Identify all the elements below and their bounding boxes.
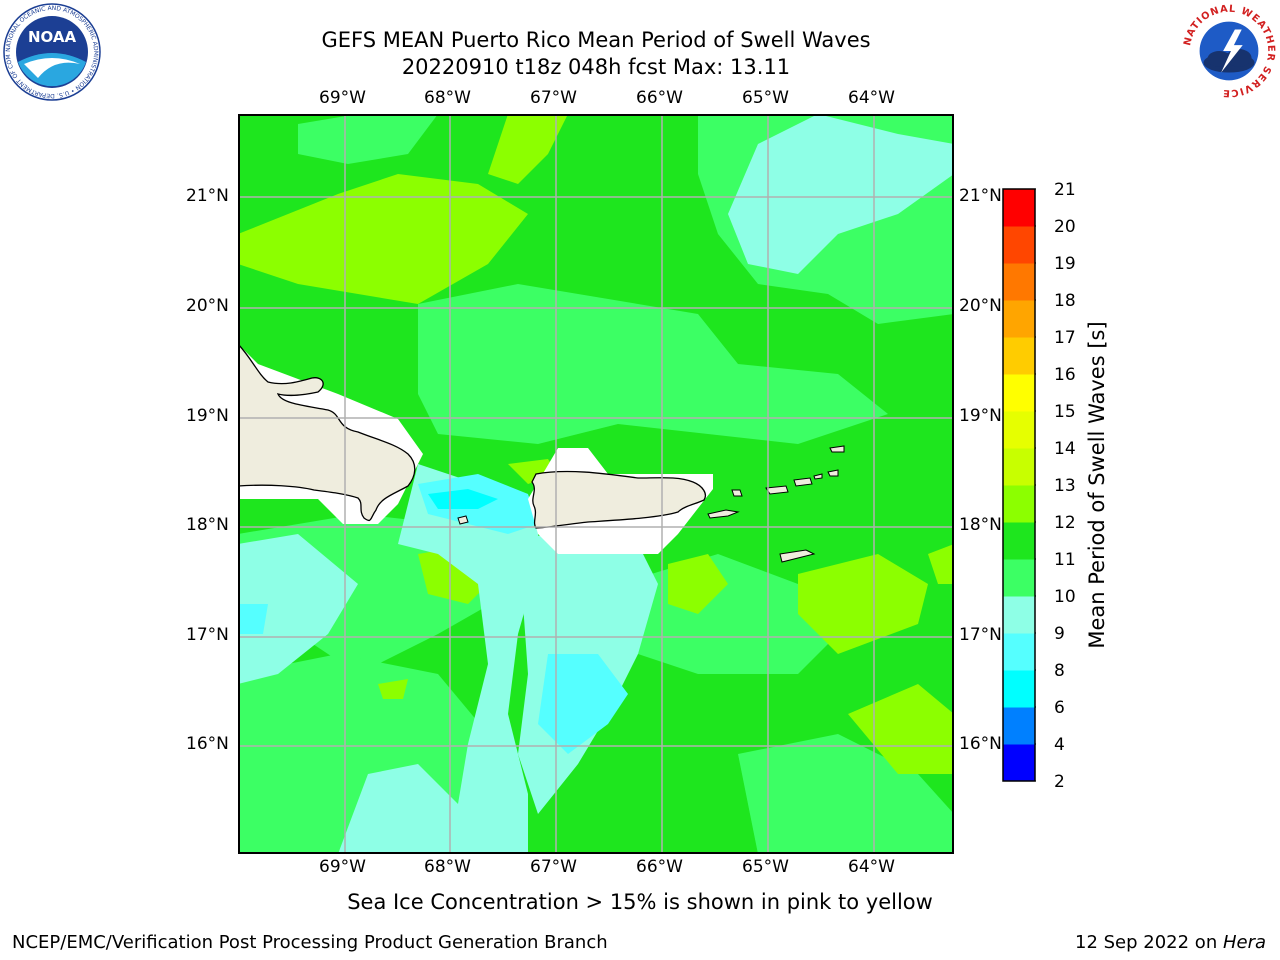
- land-mona-island: [457, 515, 469, 525]
- colorbar-segment: [1003, 670, 1035, 708]
- colorbar-segment: [1003, 411, 1035, 449]
- lon-label-top-64w: 64°W: [848, 88, 895, 108]
- colorbar: [1002, 188, 1036, 782]
- lon-label-bottom-64w: 64°W: [848, 857, 895, 877]
- lat-label-left-20n: 20°N: [186, 296, 229, 316]
- lon-label-bottom-69w: 69°W: [319, 857, 366, 877]
- lon-label-top-65w: 65°W: [742, 88, 789, 108]
- colorbar-tick: 2: [1054, 772, 1065, 792]
- lon-label-top-66w: 66°W: [636, 88, 683, 108]
- footer-date-text: 12 Sep 2022 on: [1075, 932, 1223, 953]
- contour-12-small: [378, 679, 408, 699]
- colorbar-tick: 4: [1054, 735, 1065, 755]
- land-vieques: [707, 509, 740, 519]
- lon-label-bottom-65w: 65°W: [742, 857, 789, 877]
- swell-period-map: [238, 114, 954, 854]
- colorbar-tick: 14: [1054, 439, 1076, 459]
- land-st-croix: [779, 549, 816, 563]
- colorbar-segment: [1003, 226, 1035, 264]
- lon-label-bottom-67w: 67°W: [530, 857, 577, 877]
- lat-label-right-18n: 18°N: [959, 515, 1002, 535]
- chart-subtitle: 20220910 t18z 048h fcst Max: 13.11: [401, 55, 791, 79]
- lat-label-left-16n: 16°N: [186, 734, 229, 754]
- colorbar-tick: 18: [1054, 291, 1076, 311]
- colorbar-segment: [1003, 263, 1035, 301]
- lon-label-top-69w: 69°W: [319, 88, 366, 108]
- colorbar-tick: 13: [1054, 476, 1076, 496]
- lon-label-bottom-66w: 66°W: [636, 857, 683, 877]
- colorbar-tick: 17: [1054, 328, 1076, 348]
- colorbar-segment: [1003, 337, 1035, 375]
- colorbar-segment: [1003, 300, 1035, 338]
- contour-8-west: [238, 604, 268, 634]
- footer-date: 12 Sep 2022 on Hera: [1075, 932, 1266, 953]
- lat-label-right-19n: 19°N: [959, 406, 1002, 426]
- graticule: [238, 114, 954, 854]
- colorbar-segment: [1003, 374, 1035, 412]
- colorbar-label: Mean Period of Swell Waves [s]: [1085, 321, 1109, 649]
- colorbar-segment: [1003, 744, 1035, 782]
- lat-label-left-17n: 17°N: [186, 625, 229, 645]
- colorbar-tick: 10: [1054, 587, 1076, 607]
- land-virgin-islands: [765, 469, 839, 495]
- colorbar-tick: 12: [1054, 513, 1076, 533]
- colorbar-tick: 15: [1054, 402, 1076, 422]
- contour-12-north-tip: [488, 114, 568, 184]
- lat-label-left-19n: 19°N: [186, 406, 229, 426]
- land-culebra: [731, 489, 743, 497]
- colorbar-tick: 20: [1054, 217, 1076, 237]
- contour-10-central: [418, 284, 888, 444]
- svg-text:NOAA: NOAA: [28, 28, 77, 46]
- colorbar-segment: [1003, 596, 1035, 634]
- colorbar-segment: [1003, 559, 1035, 597]
- map-frame: [238, 114, 954, 854]
- sea-ice-caption: Sea Ice Concentration > 15% is shown in …: [347, 890, 933, 914]
- colorbar-segment: [1003, 485, 1035, 523]
- contour-12-se2: [798, 554, 928, 654]
- contour-fills: [238, 114, 954, 854]
- lon-label-bottom-68w: 68°W: [424, 857, 471, 877]
- colorbar-tick: 6: [1054, 698, 1065, 718]
- contour-12-north: [238, 174, 528, 304]
- lon-label-top-67w: 67°W: [530, 88, 577, 108]
- lon-label-top-68w: 68°W: [424, 88, 471, 108]
- footer-machine: Hera: [1222, 932, 1266, 953]
- colorbar-segment: [1003, 522, 1035, 560]
- contour-9-ne: [728, 114, 954, 274]
- colorbar-segment: [1003, 448, 1035, 486]
- footer-credit: NCEP/EMC/Verification Post Processing Pr…: [12, 932, 608, 953]
- contour-12-se1: [668, 554, 728, 614]
- noaa-logo: NATIONAL OCEANIC AND ATMOSPHERIC ADMINIS…: [2, 2, 101, 101]
- contour-10-north: [298, 114, 438, 164]
- contour-12-se-east: [928, 544, 954, 584]
- lat-label-right-20n: 20°N: [959, 296, 1002, 316]
- contour-9-channel: [338, 464, 538, 854]
- contour-9-west: [238, 534, 358, 684]
- colorbar-tick: 8: [1054, 661, 1065, 681]
- lat-label-right-16n: 16°N: [959, 734, 1002, 754]
- land-hispaniola: [238, 343, 416, 522]
- colorbar-tick: 11: [1054, 550, 1076, 570]
- chart-title: GEFS MEAN Puerto Rico Mean Period of Swe…: [321, 28, 871, 52]
- lat-label-left-18n: 18°N: [186, 515, 229, 535]
- colorbar-segment: [1003, 189, 1035, 227]
- colorbar-tick: 16: [1054, 365, 1076, 385]
- land-anegada: [829, 445, 845, 453]
- colorbar-segment: [1003, 707, 1035, 745]
- colorbar-tick: 9: [1054, 624, 1065, 644]
- colorbar-segment: [1003, 633, 1035, 671]
- colorbar-tick: 19: [1054, 254, 1076, 274]
- lat-label-left-21n: 21°N: [186, 186, 229, 206]
- contour-6-core: [428, 489, 498, 509]
- colorbar-tick: 21: [1054, 180, 1076, 200]
- contour-8-south: [538, 654, 628, 754]
- lat-label-right-21n: 21°N: [959, 186, 1002, 206]
- contour-10-farsouth: [738, 734, 954, 854]
- nws-logo: NATIONAL WEATHER SERVICE: [1181, 4, 1277, 98]
- lat-label-right-17n: 17°N: [959, 625, 1002, 645]
